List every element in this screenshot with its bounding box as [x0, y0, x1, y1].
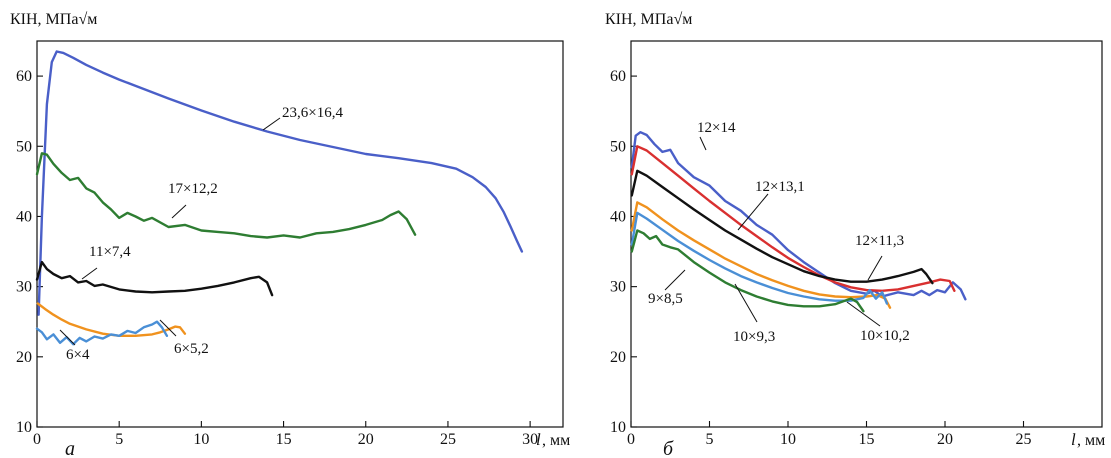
- x-axis-label-b: l: [1071, 430, 1076, 449]
- series-line-b-12x13-1: [630, 145, 956, 292]
- leader-9x8-5: [664, 269, 686, 291]
- plot-frame-a: [36, 40, 564, 428]
- chart-panel-b: КІН, МПа√м 0 5 10 15 20 25 10 20 30 40 50 60 12×14 …: [605, 11, 1105, 458]
- x-tick-label-a-5: 5: [115, 431, 123, 448]
- curves-a: [35, 50, 524, 346]
- series-line-b-12x14: [630, 130, 967, 301]
- y-tick-label-a-40: 40: [16, 208, 32, 225]
- annotation-6x4: 6×4: [66, 347, 90, 363]
- x-tick-label-b-20: 20: [937, 431, 953, 448]
- ticks-a: 0 5 10 15 20 25 30 10 20 30 40 50 60: [16, 68, 538, 448]
- annotations-b: 12×14 12×13,1 12×11,3 10×10,2 10×9,3 9×8…: [648, 120, 910, 345]
- leader-12x11-3: [867, 255, 883, 281]
- y-tick-label-a-10: 10: [16, 419, 32, 436]
- x-tick-label-a-0: 0: [33, 431, 41, 448]
- panel-label-b: б: [663, 438, 674, 458]
- x-tick-label-a-20: 20: [358, 431, 374, 448]
- annotation-9x8-5: 9×8,5: [648, 291, 683, 307]
- leader-10x10-2: [846, 301, 881, 327]
- annotation-11x7-4: 11×7,4: [89, 244, 131, 260]
- leader-11x7-4: [81, 267, 98, 280]
- x-tick-label-a-15: 15: [276, 431, 292, 448]
- x-tick-label-b-25: 25: [1016, 431, 1032, 448]
- x-tick-label-a-25: 25: [440, 431, 456, 448]
- y-tick-label-a-30: 30: [16, 279, 32, 296]
- annotation-23-6x16-4: 23,6×16,4: [282, 105, 343, 121]
- leader-lines-b: [664, 136, 883, 327]
- x-axis-unit-a: , мм: [542, 432, 570, 449]
- y-tick-label-b-30: 30: [610, 279, 626, 296]
- leader-17x12-2: [171, 204, 187, 219]
- y-tick-label-b-60: 60: [610, 68, 626, 85]
- series-line-a-23-6x16-4: [37, 50, 524, 316]
- series-line-a-17x12-2: [35, 152, 417, 239]
- x-tick-label-b-10: 10: [780, 431, 796, 448]
- y-axis-label-a: КІН, МПа√м: [10, 11, 97, 28]
- leader-6x4: [59, 329, 76, 346]
- annotation-6x5-2: 6×5,2: [174, 341, 209, 357]
- leader-12x14: [699, 136, 707, 151]
- y-tick-label-a-20: 20: [16, 349, 32, 366]
- annotations-a: 23,6×16,4 17×12,2 11×7,4 6×5,2 6×4: [66, 105, 343, 363]
- x-tick-label-a-30: 30: [522, 431, 538, 448]
- series-line-a-6x4: [35, 320, 169, 346]
- panel-label-a: а: [65, 438, 75, 458]
- series-line-b-10x9-3: [630, 211, 889, 305]
- y-tick-label-b-40: 40: [610, 208, 626, 225]
- x-tick-label-b-5: 5: [706, 431, 714, 448]
- curves-b: [630, 130, 967, 313]
- leader-10x9-3: [734, 283, 758, 323]
- y-tick-label-a-60: 60: [16, 68, 32, 85]
- x-tick-label-b-15: 15: [859, 431, 875, 448]
- annotation-12x14: 12×14: [697, 120, 736, 136]
- leader-lines-a: [59, 117, 281, 346]
- y-axis-label-b: КІН, МПа√м: [605, 11, 692, 28]
- y-tick-label-b-20: 20: [610, 349, 626, 366]
- series-line-b-9x8-5: [630, 229, 865, 313]
- annotation-10x9-3: 10×9,3: [733, 329, 775, 345]
- ticks-b: 0 5 10 15 20 25 10 20 30 40 50 60: [610, 68, 1032, 448]
- annotation-12x11-3: 12×11,3: [855, 233, 904, 249]
- x-axis-unit-b: , мм: [1077, 432, 1105, 449]
- x-tick-label-b-0: 0: [627, 431, 635, 448]
- leader-23-6x16-4: [262, 117, 281, 131]
- y-tick-label-b-10: 10: [610, 419, 626, 436]
- chart-panel-a: КІН, МПа√м 0 5 10 15 20 25 30 10 20 30 40 50 60 23,6…: [10, 11, 570, 458]
- x-tick-label-a-10: 10: [193, 431, 209, 448]
- annotation-10x10-2: 10×10,2: [860, 328, 910, 344]
- series-line-b-12x11-3: [630, 169, 934, 285]
- leader-12x13-1: [737, 193, 769, 231]
- x-axis-label-a: l: [536, 430, 541, 449]
- series-line-a-11x7-4: [35, 260, 274, 297]
- leader-6x5-2: [159, 319, 177, 337]
- annotation-17x12-2: 17×12,2: [168, 181, 218, 197]
- y-tick-label-a-50: 50: [16, 138, 32, 155]
- y-tick-label-b-50: 50: [610, 138, 626, 155]
- annotation-12x13-1: 12×13,1: [755, 179, 805, 195]
